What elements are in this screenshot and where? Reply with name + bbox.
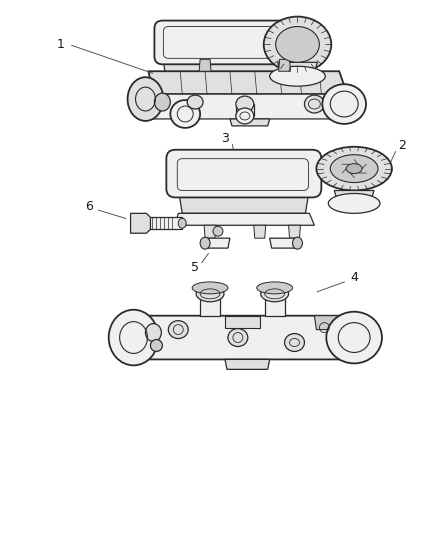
Text: 3: 3 (221, 132, 229, 146)
Text: 6: 6 (85, 200, 93, 213)
Ellipse shape (276, 27, 319, 62)
Polygon shape (314, 316, 339, 329)
FancyBboxPatch shape (166, 150, 321, 197)
Polygon shape (225, 316, 260, 328)
Polygon shape (145, 94, 349, 119)
Polygon shape (131, 94, 145, 106)
Ellipse shape (127, 77, 163, 121)
Polygon shape (236, 104, 254, 116)
Ellipse shape (328, 193, 380, 213)
Polygon shape (279, 59, 290, 71)
Text: 4: 4 (350, 271, 358, 285)
Polygon shape (137, 316, 359, 359)
Ellipse shape (145, 324, 161, 342)
Text: 2: 2 (398, 139, 406, 152)
Polygon shape (178, 189, 309, 213)
Ellipse shape (178, 219, 186, 228)
Ellipse shape (109, 310, 159, 365)
Ellipse shape (322, 84, 366, 124)
Polygon shape (265, 294, 285, 316)
Ellipse shape (326, 312, 382, 364)
Ellipse shape (316, 147, 392, 190)
Ellipse shape (213, 226, 223, 236)
Ellipse shape (293, 237, 303, 249)
Ellipse shape (236, 108, 254, 124)
Polygon shape (254, 225, 266, 238)
Polygon shape (205, 238, 230, 248)
Ellipse shape (261, 286, 289, 302)
Text: 5: 5 (191, 262, 199, 274)
Ellipse shape (270, 66, 325, 86)
Ellipse shape (196, 286, 224, 302)
Ellipse shape (200, 237, 210, 249)
Ellipse shape (304, 95, 324, 113)
Polygon shape (289, 225, 300, 238)
Ellipse shape (170, 100, 200, 128)
Ellipse shape (257, 282, 293, 294)
Polygon shape (225, 359, 270, 369)
Polygon shape (334, 190, 374, 204)
Polygon shape (204, 225, 216, 238)
Polygon shape (175, 213, 314, 225)
Ellipse shape (330, 155, 378, 182)
Ellipse shape (346, 164, 362, 174)
Polygon shape (162, 56, 301, 79)
Ellipse shape (187, 95, 203, 109)
Ellipse shape (264, 17, 331, 72)
Polygon shape (133, 217, 182, 229)
Ellipse shape (228, 329, 248, 346)
Ellipse shape (155, 93, 170, 111)
Ellipse shape (150, 340, 162, 351)
Ellipse shape (192, 282, 228, 294)
Polygon shape (200, 294, 220, 316)
Text: 1: 1 (57, 38, 65, 51)
Polygon shape (278, 62, 318, 76)
Polygon shape (270, 238, 297, 248)
Polygon shape (148, 71, 347, 94)
Ellipse shape (285, 334, 304, 351)
Ellipse shape (168, 321, 188, 338)
Polygon shape (199, 59, 211, 71)
Polygon shape (131, 213, 150, 233)
FancyBboxPatch shape (155, 21, 309, 64)
Ellipse shape (236, 96, 254, 112)
Polygon shape (230, 119, 270, 126)
